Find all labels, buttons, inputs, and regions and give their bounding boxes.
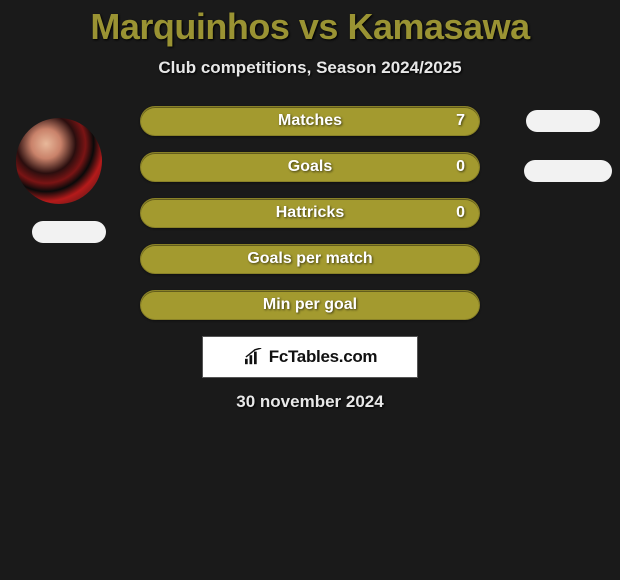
stat-bar-goals-per-match: Goals per match <box>140 244 480 274</box>
stat-label: Min per goal <box>263 296 357 314</box>
content-area: Matches 7 Goals 0 Hattricks 0 Goals per … <box>0 106 620 412</box>
page-title: Marquinhos vs Kamasawa <box>0 0 620 48</box>
stat-value: 0 <box>456 158 465 176</box>
stat-bars: Matches 7 Goals 0 Hattricks 0 Goals per … <box>140 106 480 320</box>
stat-label: Matches <box>278 112 342 130</box>
player1-badge <box>32 221 106 243</box>
stat-bar-matches: Matches 7 <box>140 106 480 136</box>
stat-label: Hattricks <box>276 204 344 222</box>
subtitle: Club competitions, Season 2024/2025 <box>0 58 620 78</box>
vs-text: vs <box>299 6 338 47</box>
source-logo-box: FcTables.com <box>202 336 418 378</box>
player2-name: Kamasawa <box>347 6 529 47</box>
player1-name: Marquinhos <box>90 6 289 47</box>
stat-label: Goals per match <box>247 250 372 268</box>
date-text: 30 november 2024 <box>0 392 620 412</box>
stat-bar-goals: Goals 0 <box>140 152 480 182</box>
source-logo-text: FcTables.com <box>269 347 378 367</box>
stat-value: 7 <box>456 112 465 130</box>
player1-avatar <box>16 118 102 204</box>
stat-bar-min-per-goal: Min per goal <box>140 290 480 320</box>
stat-label: Goals <box>288 158 332 176</box>
player2-badge-1 <box>526 110 600 132</box>
stat-bar-hattricks: Hattricks 0 <box>140 198 480 228</box>
chart-icon <box>243 348 265 366</box>
player2-badge-2 <box>524 160 612 182</box>
stat-value: 0 <box>456 204 465 222</box>
